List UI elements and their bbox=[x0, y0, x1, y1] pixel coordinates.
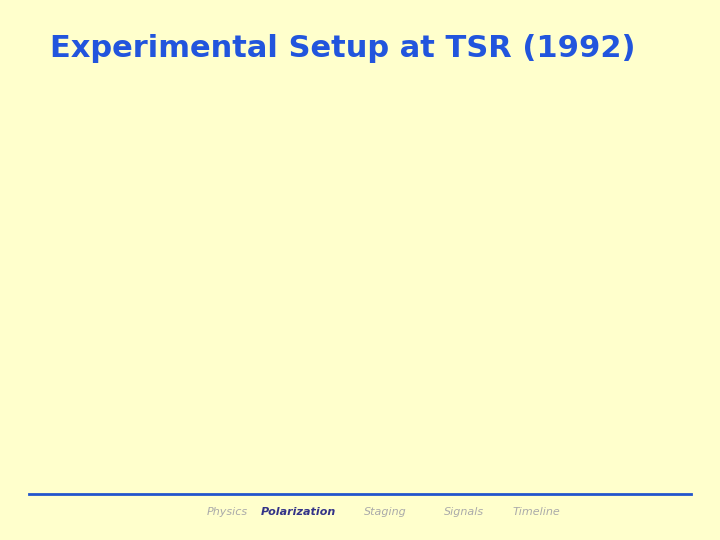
Text: Timeline: Timeline bbox=[513, 507, 560, 517]
Text: Staging: Staging bbox=[364, 507, 407, 517]
Text: Experimental Setup at TSR (1992): Experimental Setup at TSR (1992) bbox=[50, 34, 636, 63]
Text: Polarization: Polarization bbox=[261, 507, 336, 517]
Text: Signals: Signals bbox=[444, 507, 485, 517]
Text: Physics: Physics bbox=[206, 507, 248, 517]
